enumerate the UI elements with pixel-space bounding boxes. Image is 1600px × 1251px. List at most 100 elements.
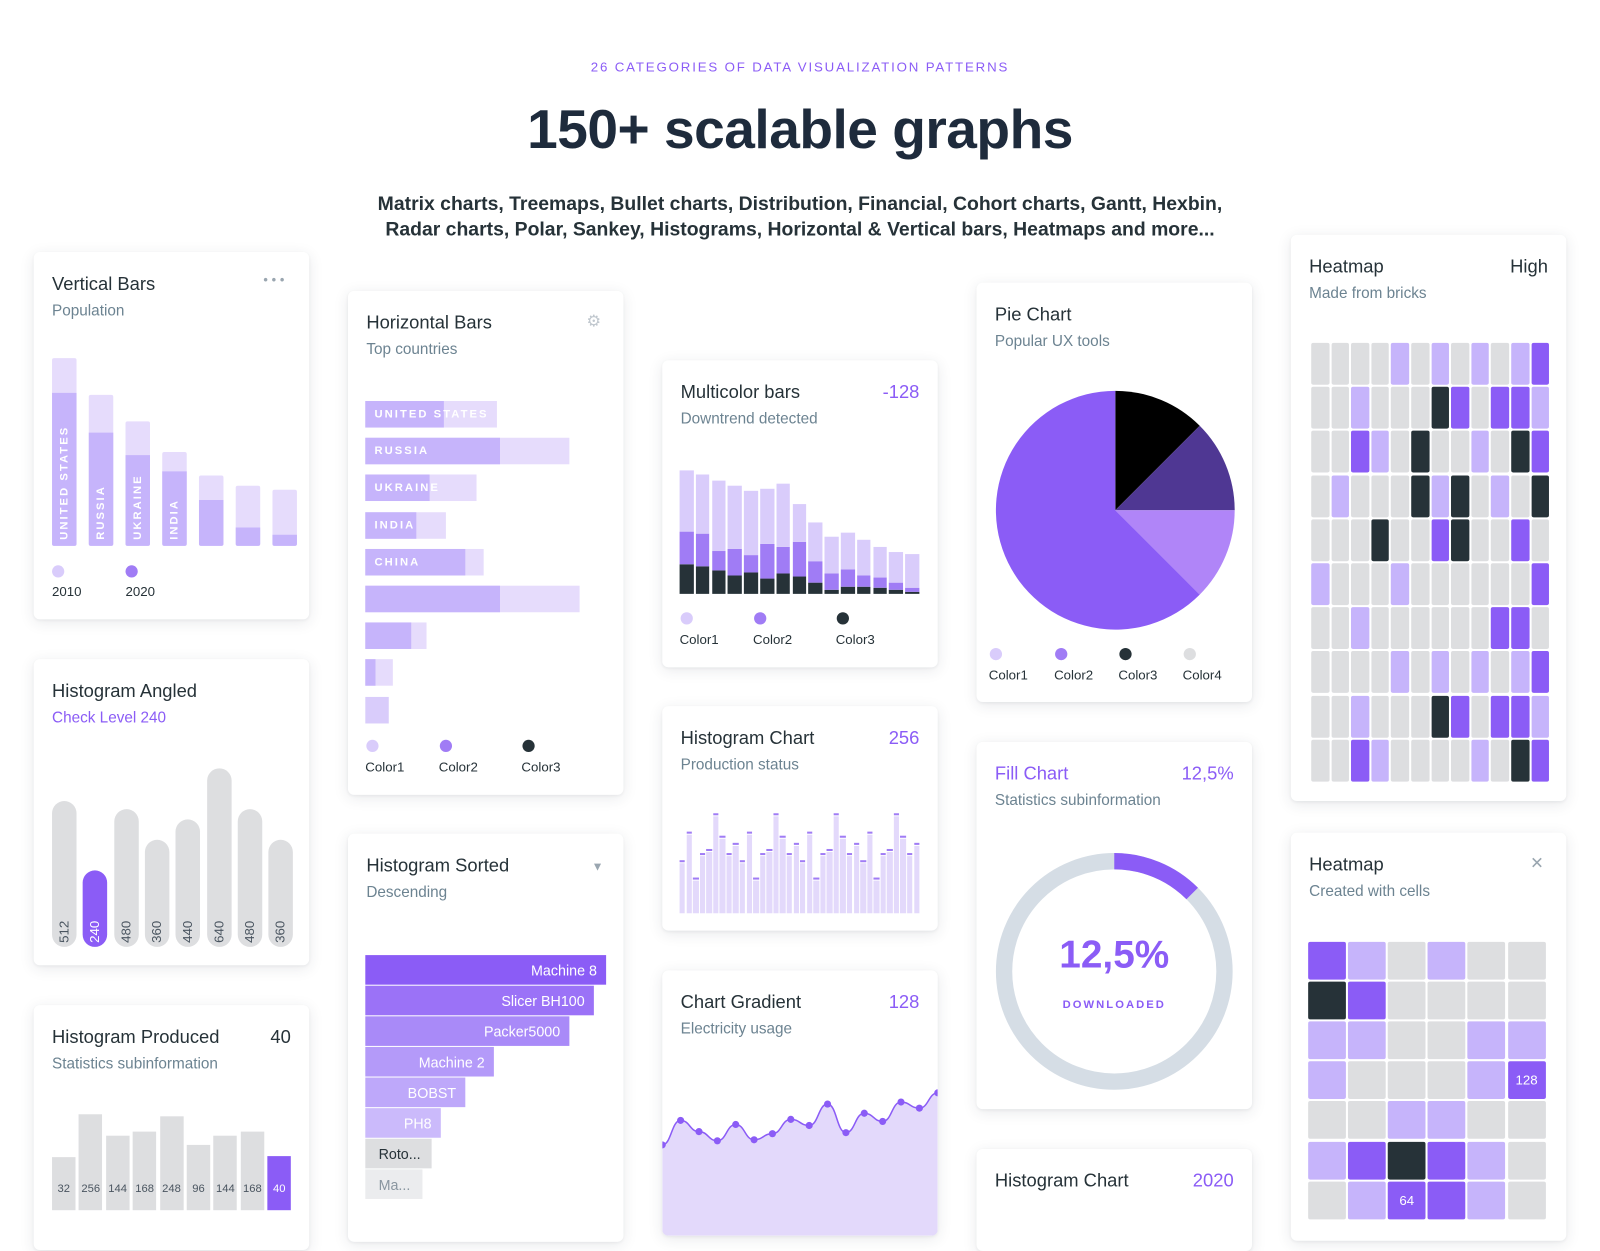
stack-segment-color2 [679, 531, 694, 564]
bar-marker [840, 835, 846, 838]
legend-dot [836, 612, 849, 625]
heatmap-cell [1427, 981, 1466, 1020]
card-value: 40 [270, 1026, 291, 1047]
heatmap-brick [1331, 695, 1350, 738]
bar [679, 863, 686, 914]
bar-value [365, 437, 500, 465]
pill-bar [52, 801, 77, 947]
legend-dot [1183, 647, 1196, 661]
gear-icon[interactable]: ⚙ [586, 311, 602, 331]
heatmap-brick [1511, 342, 1530, 385]
heatmap-brick [1351, 651, 1370, 694]
heatmap-brick [1471, 695, 1490, 738]
legend-label: Color1 [365, 759, 405, 775]
bar-marker [706, 849, 712, 852]
stack-segment-color3 [711, 569, 726, 594]
data-point [713, 1137, 721, 1145]
area-chart [662, 1089, 938, 1236]
bar [793, 846, 799, 914]
heatmap-cell [1507, 1101, 1546, 1140]
heatmap-cell: 64 [1387, 1181, 1426, 1219]
bar [813, 880, 819, 914]
heatmap-brick [1451, 651, 1470, 694]
heatmap-cell [1467, 1181, 1506, 1219]
data-point [915, 1104, 923, 1112]
bar-value [365, 585, 500, 613]
heatmap-brick [1391, 386, 1410, 429]
more-icon[interactable]: ••• [262, 273, 287, 288]
data-point [823, 1100, 832, 1108]
legend-dot [439, 739, 453, 753]
card-value: 12,5% [1181, 763, 1234, 784]
bar [907, 856, 913, 914]
heatmap-brick [1491, 519, 1510, 562]
bar [840, 838, 846, 914]
heatmap-cell [1507, 1141, 1546, 1180]
heatmap-cell [1387, 981, 1426, 1020]
bar [853, 846, 860, 914]
legend-label: Color2 [1054, 667, 1094, 683]
stack-segment-color1 [695, 474, 710, 535]
heatmap-brick [1351, 519, 1370, 562]
pie-slice [995, 390, 1200, 630]
data-point [662, 1141, 666, 1149]
heatmap-cell [1427, 1181, 1466, 1219]
stack-segment-color2 [824, 573, 839, 590]
data-point [677, 1116, 685, 1124]
heatmap-cell [1427, 1061, 1466, 1100]
data-point [842, 1129, 850, 1137]
bar [826, 852, 833, 914]
stack-segment-color1 [808, 522, 823, 561]
heatmap-brick [1451, 519, 1470, 562]
bar [893, 816, 900, 914]
heatmap-brick [1351, 739, 1370, 782]
close-icon[interactable]: ✕ [1530, 853, 1544, 873]
heatmap-brick [1411, 519, 1430, 562]
bar [779, 838, 786, 914]
bar-marker [692, 877, 699, 880]
heatmap-brick [1431, 475, 1450, 517]
heatmap-cell [1427, 1141, 1466, 1180]
description-line-1: Matrix charts, Treemaps, Bullet charts, … [377, 193, 1223, 216]
bar-label: INDIA [168, 499, 181, 540]
heatmap-brick [1411, 695, 1430, 738]
heatmap-brick [1511, 386, 1530, 429]
heatmap-brick [1451, 739, 1470, 782]
bar-label: INDIA [374, 518, 416, 532]
bar-2020 [162, 471, 187, 546]
heatmap-cell [1387, 1021, 1426, 1060]
bar-value-label: 640 [210, 920, 227, 943]
data-point [805, 1121, 813, 1130]
heatmap-brick [1511, 519, 1530, 562]
caret-down-icon[interactable]: ▼ [593, 862, 602, 873]
bar-marker [739, 860, 746, 863]
card-subtitle: Production status [680, 756, 799, 774]
stack-segment-color3 [744, 571, 758, 594]
pill-bar [237, 809, 263, 947]
donut-chart [995, 853, 1233, 1090]
heatmap-brick [1411, 431, 1430, 473]
bar [846, 856, 853, 914]
donut-center-value: 12,5% [1059, 933, 1170, 977]
legend-dot [366, 739, 379, 753]
heatmap-brick [1371, 342, 1390, 385]
heatmap-brick [1531, 386, 1550, 429]
page-title: 150+ scalable graphs [527, 98, 1073, 161]
legend-dot [754, 612, 767, 625]
heatmap-brick [1431, 607, 1450, 650]
heatmap-cell: 128 [1507, 1061, 1546, 1100]
heatmap-brick [1391, 519, 1410, 562]
stack-segment-color3 [873, 587, 887, 594]
bar-marker [907, 853, 913, 856]
bar-marker [726, 853, 732, 856]
card-title: Histogram Chart [994, 1170, 1129, 1191]
stack-segment-color3 [889, 589, 903, 594]
bar-2020 [198, 499, 224, 546]
heatmap-brick [1411, 607, 1430, 650]
heatmap-cell [1308, 981, 1346, 1020]
pie-slice [1115, 390, 1200, 511]
legend-label: Color2 [753, 631, 793, 647]
heatmap-brick [1531, 475, 1550, 517]
heatmap-brick [1351, 607, 1370, 650]
bar [186, 1144, 211, 1211]
